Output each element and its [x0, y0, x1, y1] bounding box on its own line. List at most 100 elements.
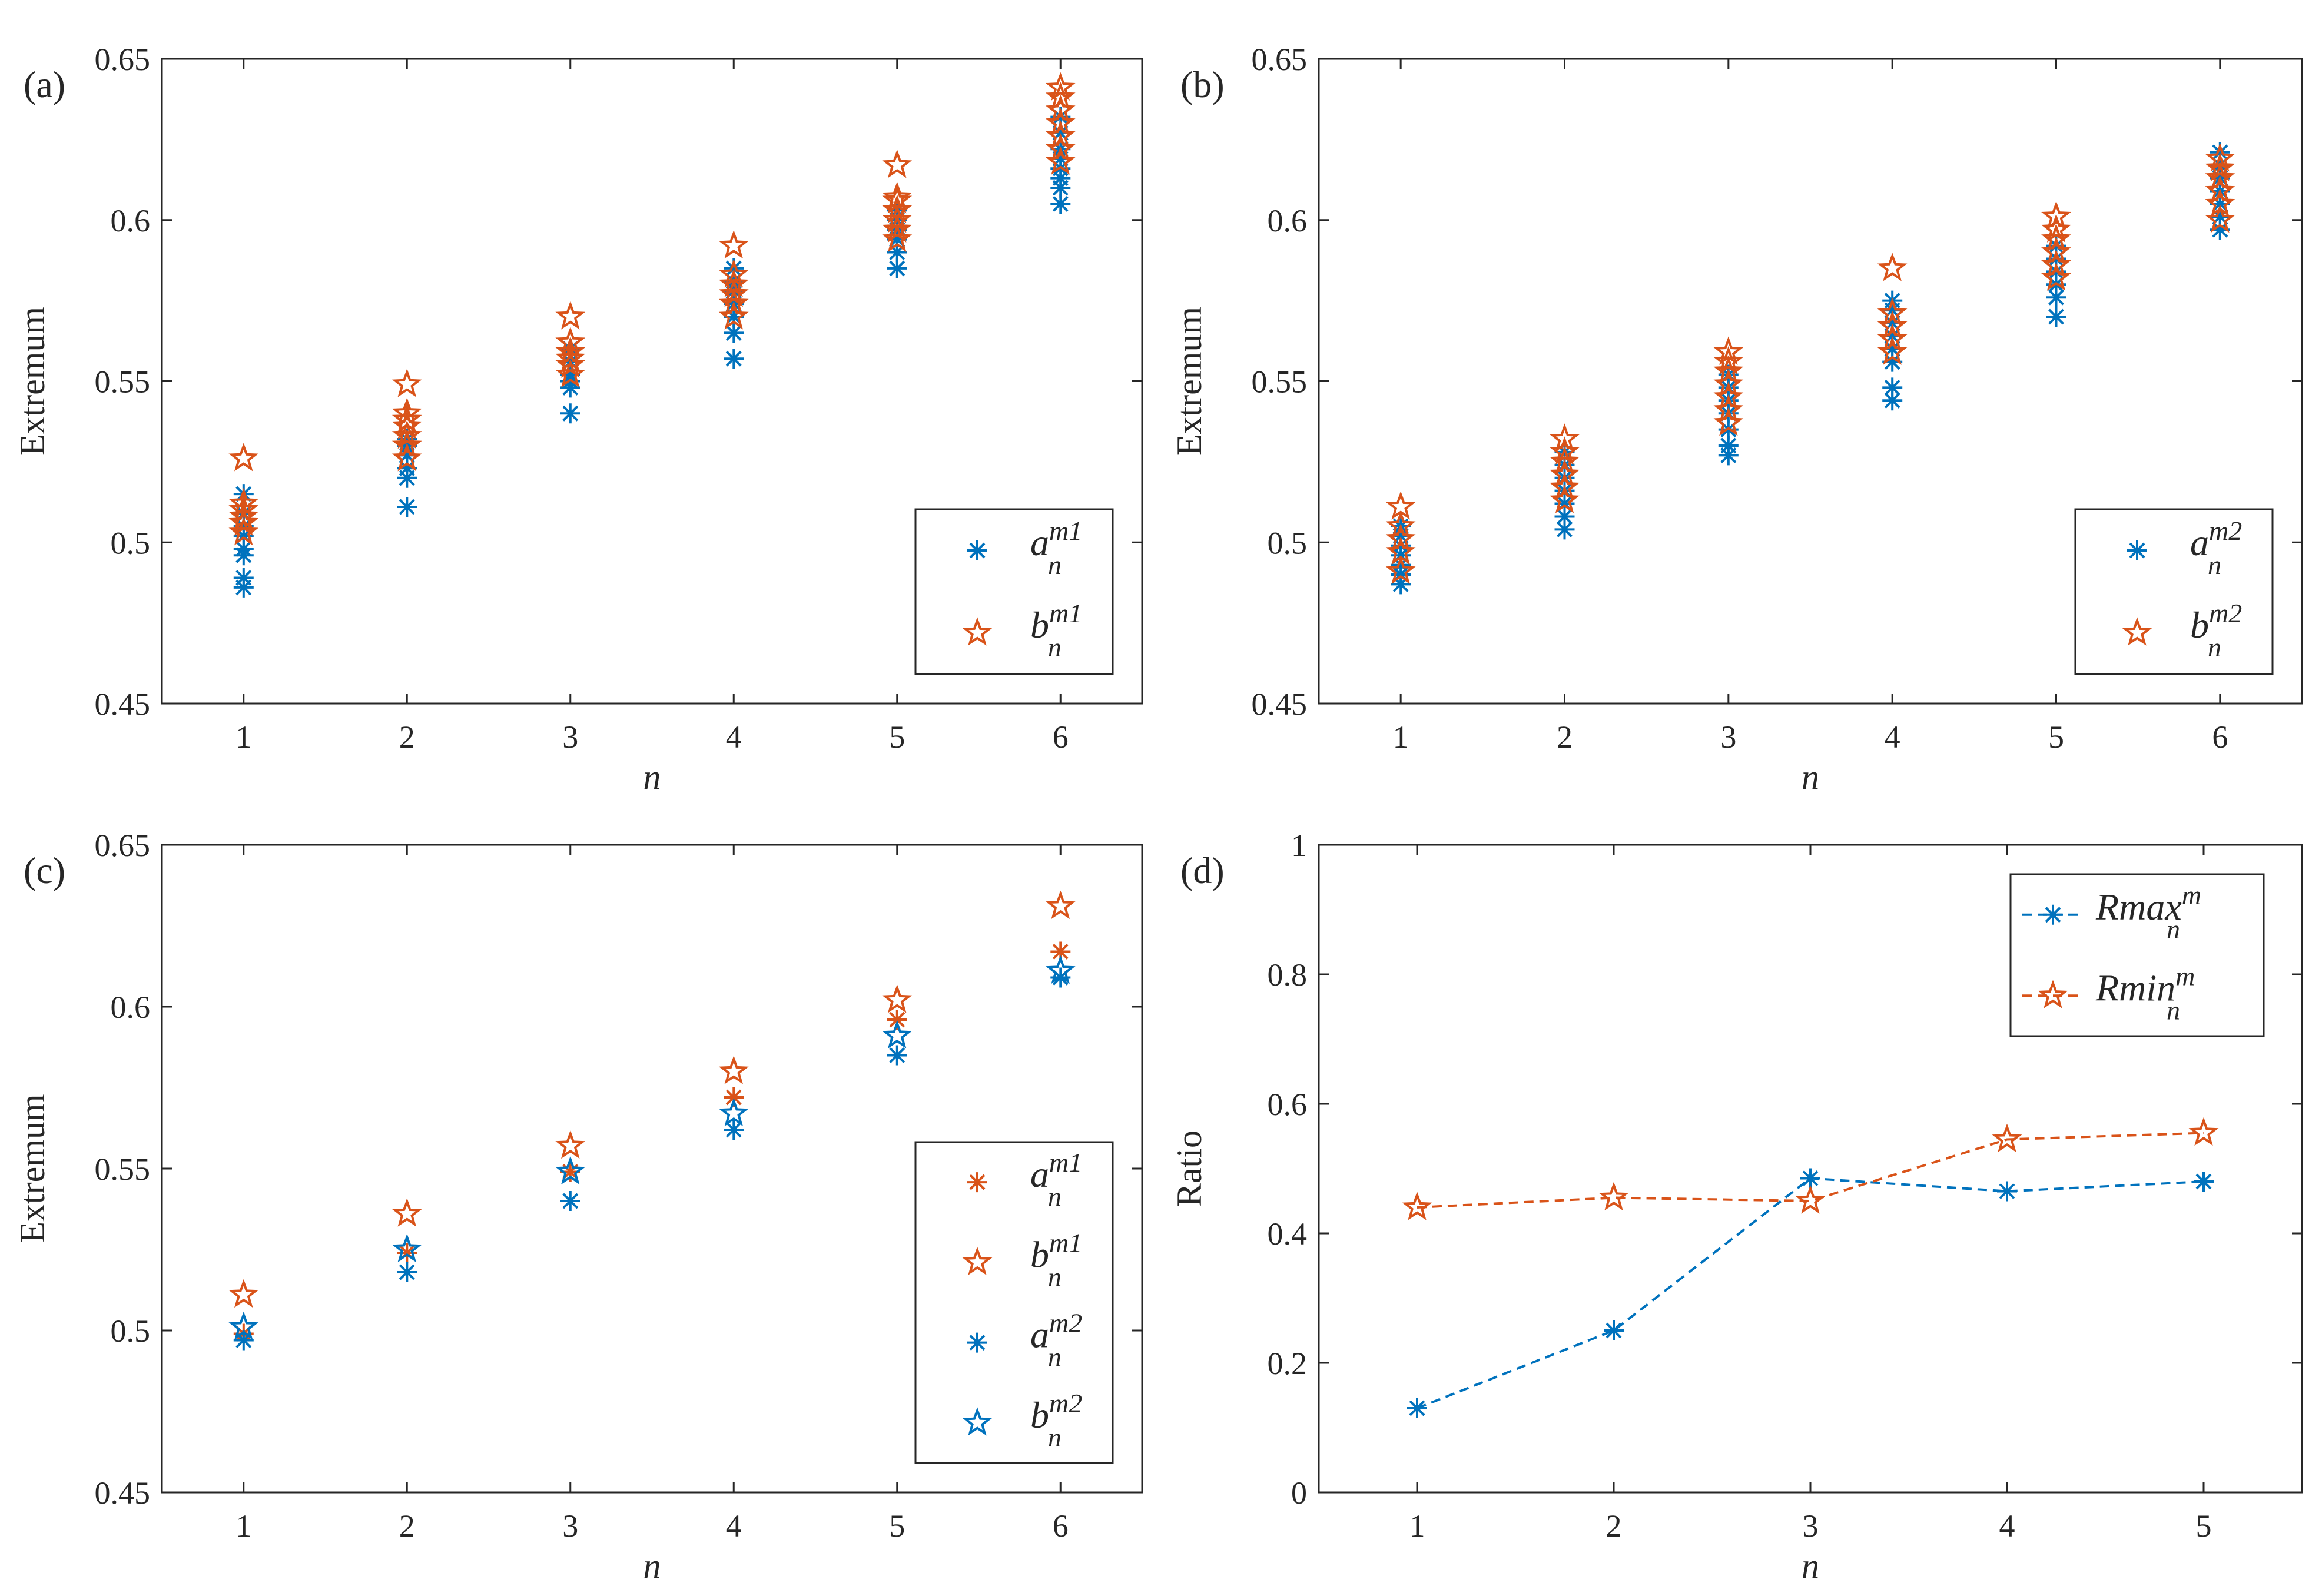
legend-label: am1: [1030, 516, 1082, 563]
data-point: [724, 1120, 744, 1140]
data-point: [1045, 107, 1076, 137]
series-b_n^m2: [228, 955, 1076, 1340]
data-point: [1877, 253, 1908, 281]
legend-label: Rminm: [2095, 961, 2195, 1008]
data-point: [2210, 207, 2230, 227]
data-point: [882, 1020, 913, 1049]
x-axis-label: n: [1802, 1547, 1819, 1585]
data-point: [1045, 133, 1076, 162]
data-point: [1050, 122, 1071, 143]
data-point: [233, 568, 254, 588]
data-point: [228, 500, 259, 530]
data-point: [2205, 142, 2235, 172]
y-tick-label: 0.4: [1268, 1216, 1308, 1252]
data-point: [1800, 1168, 1820, 1189]
x-tick-label: 5: [889, 719, 905, 755]
data-point: [882, 223, 913, 253]
x-tick-label: 3: [1803, 1508, 1819, 1544]
data-point: [2041, 201, 2071, 230]
y-tick-label: 0.2: [1268, 1346, 1308, 1381]
x-tick-label: 4: [726, 1508, 742, 1544]
legend-marker: [2122, 617, 2152, 646]
data-point: [392, 1233, 422, 1263]
legend-label-superscript: m: [2182, 880, 2201, 910]
data-point: [2205, 162, 2235, 191]
legend-label-superscript: m2: [1049, 1308, 1082, 1338]
legend-label-superscript: m1: [1049, 1227, 1082, 1257]
legend-box: [914, 1141, 1114, 1464]
legend-label-superscript: m2: [2209, 516, 2242, 546]
legend-label-base: b: [2190, 604, 2209, 646]
data-point: [228, 1279, 259, 1308]
legend-label-superscript: m1: [1049, 516, 1082, 546]
legend-box: [2074, 508, 2274, 675]
data-point: [1385, 510, 1416, 539]
data-point: [1050, 194, 1071, 214]
legend-label-base: a: [1030, 1314, 1049, 1356]
x-tick-label: 2: [1606, 1508, 1622, 1544]
legend-label: Rmaxm: [2095, 880, 2201, 928]
x-tick-label: 1: [235, 1508, 251, 1544]
data-point: [1882, 390, 1903, 411]
data-point: [887, 1010, 907, 1030]
x-tick-label: 6: [1053, 1508, 1069, 1544]
data-point: [397, 1243, 417, 1263]
data-point: [887, 258, 907, 278]
x-tick-label: 6: [1053, 719, 1069, 755]
y-tick-label: 0.5: [1268, 525, 1308, 560]
data-point: [560, 364, 580, 385]
y-tick-label: 1: [1291, 828, 1307, 863]
x-tick-label: 2: [399, 1508, 415, 1544]
legend-label-base: Rmin: [2095, 967, 2175, 1008]
x-tick-label: 4: [1999, 1508, 2015, 1544]
data-point: [882, 194, 913, 223]
data-point: [1554, 493, 1575, 514]
data-point: [1877, 336, 1908, 365]
legend-label-subscript: n: [1048, 550, 1062, 580]
data-point: [555, 327, 586, 356]
data-point: [882, 181, 913, 211]
y-tick-label: 0.6: [1268, 1087, 1308, 1122]
panel-label: (c): [24, 850, 65, 891]
legend-marker: [962, 617, 993, 646]
data-point: [1997, 1181, 2017, 1202]
series-line: [1417, 1132, 2204, 1209]
data-point: [560, 1191, 580, 1211]
x-tick-label: 3: [562, 1508, 578, 1544]
y-tick-label: 0.55: [1252, 364, 1308, 400]
data-point: [1713, 346, 1744, 375]
data-point: [1598, 1182, 1629, 1211]
data-point: [724, 307, 744, 327]
legend-marker: [2043, 904, 2063, 925]
data-point: [397, 458, 417, 479]
legend-label-superscript: m2: [2209, 598, 2242, 628]
data-point: [1045, 81, 1076, 111]
x-tick-label: 3: [562, 719, 578, 755]
data-point: [1713, 407, 1744, 436]
data-point: [1882, 313, 1903, 333]
series-line: [1417, 1177, 2204, 1409]
x-tick-label: 3: [1720, 719, 1736, 755]
data-point: [1882, 326, 1903, 346]
x-tick-label: 5: [2196, 1508, 2212, 1544]
series-b_n^m2: [1385, 142, 2235, 585]
data-point: [228, 443, 259, 472]
data-point: [1713, 394, 1744, 423]
data-point: [1713, 369, 1744, 397]
data-point: [555, 336, 586, 365]
data-point: [233, 1330, 254, 1351]
legend-label: bm2: [2190, 598, 2242, 646]
data-point: [2041, 214, 2071, 243]
x-axis-label: n: [643, 758, 661, 797]
legend-label-superscript: m2: [1049, 1388, 1082, 1418]
data-point: [1877, 323, 1908, 352]
legend-label-subscript: n: [2208, 632, 2221, 662]
y-tick-label: 0.8: [1268, 957, 1308, 993]
y-tick-label: 0.65: [95, 828, 151, 863]
legend-label-base: b: [1030, 1394, 1049, 1436]
